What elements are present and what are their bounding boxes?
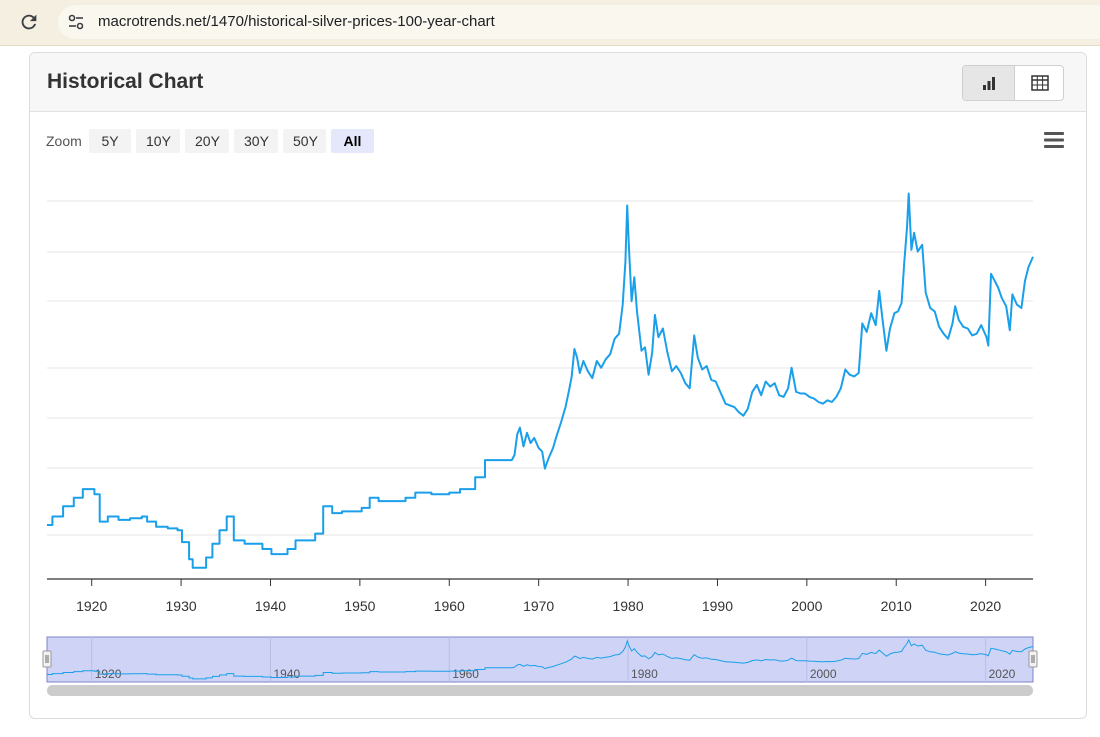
tune-icon[interactable] <box>66 12 86 32</box>
navigator-scrollbar <box>47 685 1033 696</box>
card-title: Historical Chart <box>47 70 204 93</box>
url-text[interactable]: macrotrends.net/1470/historical-silver-p… <box>98 13 495 30</box>
x-tick-label: 2010 <box>881 598 912 614</box>
x-tick-label: 1960 <box>434 598 465 614</box>
card-header: Historical Chart <box>30 53 1086 112</box>
x-tick-label: 1990 <box>702 598 733 614</box>
table-view-button[interactable] <box>1014 66 1063 100</box>
x-tick-label: 2020 <box>970 598 1001 614</box>
historical-chart-card: Historical Chart <box>29 52 1087 719</box>
x-tick-label: 1920 <box>76 598 107 614</box>
x-tick-label: 1930 <box>166 598 197 614</box>
zoom-30y-button[interactable]: 30Y <box>234 129 278 153</box>
x-tick-label: 1940 <box>255 598 286 614</box>
navigator-left-handle <box>42 650 52 668</box>
table-icon <box>1031 75 1049 91</box>
zoom-all-button[interactable]: All <box>331 129 374 153</box>
zoom-label: Zoom <box>46 133 82 149</box>
address-bar[interactable]: macrotrends.net/1470/historical-silver-p… <box>58 5 1100 39</box>
hamburger-menu-icon[interactable] <box>1044 131 1064 149</box>
x-tick-label: 1950 <box>344 598 375 614</box>
navigator-tick-label: 2020 <box>989 667 1016 681</box>
navigator-series-line <box>47 638 1034 680</box>
chart-view-button[interactable] <box>963 66 1014 100</box>
x-tick-label: 1980 <box>612 598 643 614</box>
zoom-50y-button[interactable]: 50Y <box>283 129 326 153</box>
silver-price-line <box>47 192 1034 569</box>
browser-toolbar: macrotrends.net/1470/historical-silver-p… <box>0 0 1100 46</box>
navigator-tick-label: 2000 <box>810 667 837 681</box>
zoom-20y-button[interactable]: 20Y <box>185 129 229 153</box>
bar-chart-icon <box>982 77 995 90</box>
view-toggle <box>962 65 1064 101</box>
navigator-tick-label: 1940 <box>273 667 300 681</box>
navigator-window <box>46 636 1034 683</box>
zoom-10y-button[interactable]: 10Y <box>136 129 180 153</box>
x-tick-label: 2000 <box>791 598 822 614</box>
zoom-5y-button[interactable]: 5Y <box>89 129 131 153</box>
navigator-tick-label: 1980 <box>631 667 658 681</box>
navigator-right-handle <box>1028 650 1038 668</box>
x-tick-label: 1970 <box>523 598 554 614</box>
